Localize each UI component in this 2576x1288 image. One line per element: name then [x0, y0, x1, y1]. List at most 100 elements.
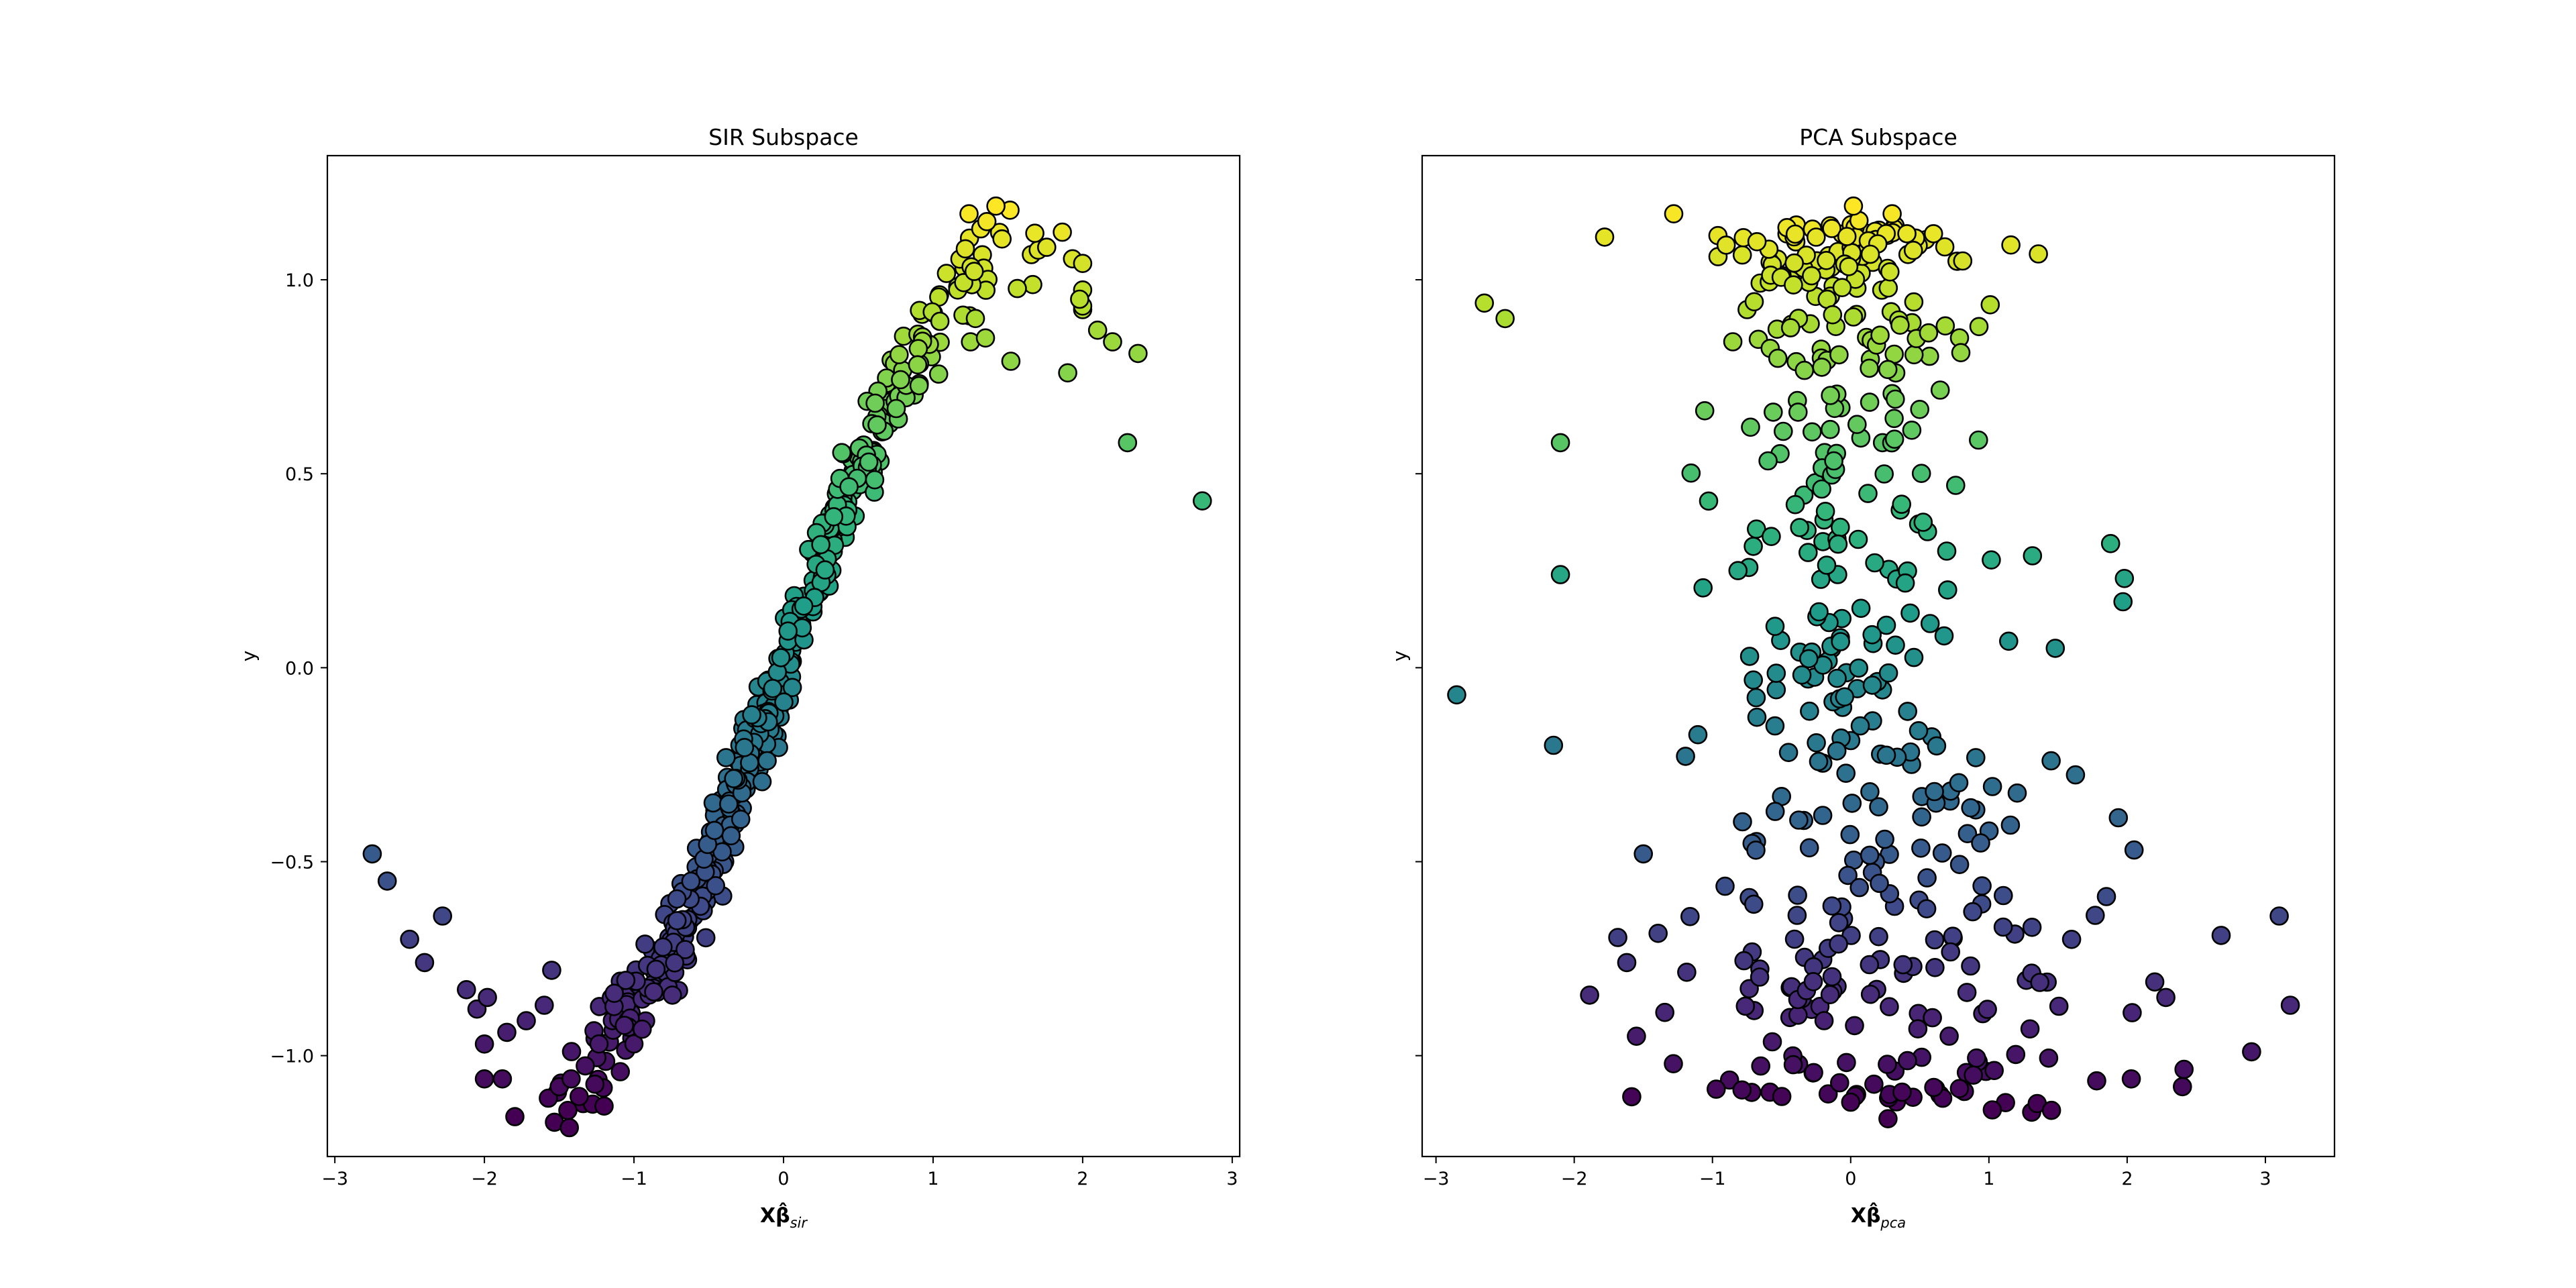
scatter-point — [1865, 553, 1884, 573]
scatter-point — [1937, 541, 1957, 561]
x-tick-label: 3 — [2259, 1169, 2271, 1189]
scatter-point — [1707, 1079, 1726, 1099]
scatter-point — [2280, 996, 2300, 1015]
scatter-point — [1935, 237, 1955, 257]
scatter-point — [1037, 237, 1057, 257]
scatter-point — [2174, 1059, 2194, 1079]
scatter-point — [1765, 802, 1785, 821]
scatter-point — [1878, 1055, 1897, 1074]
scatter-point — [1982, 777, 2002, 796]
scatter-point — [1803, 422, 1822, 442]
scatter-point — [1764, 402, 1783, 422]
scatter-point — [1949, 1079, 1970, 1098]
scatter-point — [1953, 251, 1973, 271]
scatter-point — [1648, 924, 1668, 943]
scatter-point — [1946, 476, 1966, 495]
scatter-point — [964, 262, 984, 281]
scatter-point — [1886, 635, 1905, 655]
scatter-point — [1788, 402, 1808, 422]
scatter-point — [1923, 1008, 1942, 1028]
scatter-point — [2113, 592, 2133, 612]
x-axis-label-subscript: sir — [790, 1215, 808, 1231]
scatter-point — [1193, 491, 1212, 511]
scatter-point — [757, 751, 777, 771]
scatter-point — [774, 692, 794, 712]
scatter-point — [1837, 1053, 1856, 1073]
y-tick-label: 1.0 — [285, 270, 314, 291]
scatter-point — [1824, 451, 1843, 471]
scatter-point — [1893, 955, 1913, 975]
scatter-point — [1664, 204, 1684, 224]
scatter-point — [1895, 573, 1915, 593]
scatter-point — [594, 1096, 614, 1116]
scatter-point — [2114, 568, 2135, 588]
scatter-point — [653, 937, 673, 957]
scatter-point — [794, 596, 814, 616]
scatter-point — [1821, 386, 1840, 405]
scatter-point — [1925, 782, 1944, 802]
scatter-point — [2145, 972, 2165, 992]
scatter-point — [859, 452, 879, 472]
scatter-point — [2023, 546, 2043, 566]
scatter-point — [1829, 913, 1849, 932]
scatter-point — [1925, 958, 1945, 977]
scatter-point — [1876, 745, 1896, 765]
scatter-point — [1495, 309, 1515, 329]
scatter-point — [517, 1011, 536, 1030]
scatter-point — [2061, 930, 2082, 949]
scatter-point — [1823, 305, 1843, 325]
scatter-point — [1904, 345, 1924, 365]
scatter-point — [865, 470, 885, 490]
scatter-point — [832, 443, 852, 463]
x-tick-label: 0 — [777, 1169, 789, 1189]
scatter-point — [1843, 196, 1864, 216]
scatter-point — [1784, 929, 1805, 949]
scatter-point — [478, 987, 497, 1008]
scatter-point — [1790, 518, 1809, 537]
scatter-point — [1677, 963, 1697, 982]
scatter-point — [1966, 748, 1986, 767]
axes-frame — [1421, 154, 2336, 1158]
scatter-point — [1870, 873, 1889, 894]
scatter-point — [1743, 537, 1763, 556]
scatter-point — [1902, 420, 1922, 440]
x-tick-label: 2 — [2121, 1169, 2133, 1189]
scatter-point — [1774, 421, 1793, 441]
pca-subspace-axes: PCA Subspace −3 −2 −1 0 1 2 3 Xβ̂pca y — [1389, 124, 2336, 1231]
scatter-point — [1982, 550, 2001, 570]
scatter-point — [955, 239, 975, 259]
scatter-point — [1848, 529, 1868, 549]
scatter-point — [1815, 501, 1835, 521]
x-tick-label: −1 — [621, 1169, 647, 1189]
scatter-point — [1880, 262, 1900, 282]
scatter-point — [1070, 289, 1089, 309]
scatter-point — [959, 204, 979, 224]
scatter-point — [1884, 409, 1904, 429]
scatter-point — [886, 398, 906, 419]
scatter-point — [1842, 794, 1862, 813]
scatter-point — [644, 982, 663, 1002]
scatter-point — [1851, 598, 1871, 619]
scatter-point — [1818, 1084, 1838, 1104]
scatter-point — [1909, 721, 1929, 741]
scatter-point — [909, 376, 929, 396]
scatter-point — [1910, 399, 1929, 419]
scatter-point — [415, 953, 435, 973]
scatter-point — [2100, 533, 2121, 553]
scatter-point — [2121, 1069, 2141, 1089]
scatter-point — [2086, 906, 2105, 925]
scatter-point — [1882, 204, 1902, 224]
scatter-point — [1676, 747, 1695, 766]
scatter-point — [667, 889, 687, 909]
scatter-point — [1903, 240, 1923, 260]
scatter-point — [1843, 307, 1864, 327]
scatter-point — [1840, 824, 1860, 845]
scatter-point — [1627, 1026, 1646, 1046]
scatter-point — [1860, 392, 1880, 412]
scatter-point — [1799, 649, 1819, 669]
scatter-point — [1878, 360, 1898, 380]
scatter-point — [1941, 942, 1960, 962]
scatter-point — [1778, 743, 1799, 762]
x-tick-label: 1 — [927, 1169, 938, 1189]
scatter-point — [2030, 973, 2049, 992]
